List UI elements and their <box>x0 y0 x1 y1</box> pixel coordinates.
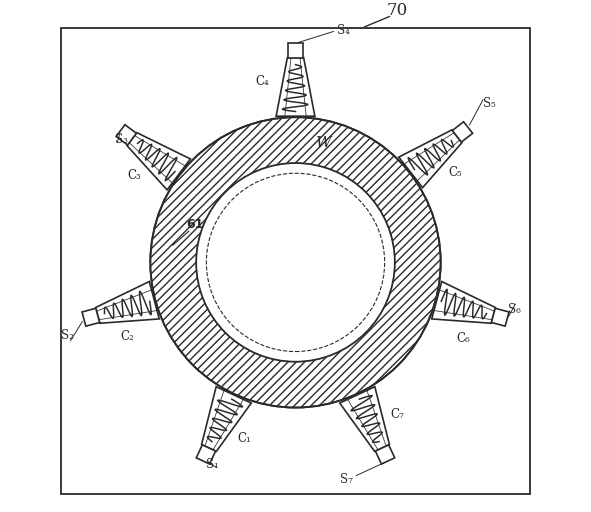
Text: S₄: S₄ <box>337 24 350 37</box>
Text: 61: 61 <box>186 218 203 231</box>
Text: S₂: S₂ <box>60 329 73 342</box>
Polygon shape <box>202 387 251 452</box>
Text: C₇: C₇ <box>391 409 404 421</box>
Circle shape <box>196 163 395 361</box>
Text: 70: 70 <box>387 2 408 19</box>
Text: C₅: C₅ <box>449 166 463 179</box>
Text: S₆: S₆ <box>508 303 521 315</box>
Polygon shape <box>399 130 462 187</box>
Polygon shape <box>127 133 190 190</box>
Polygon shape <box>96 282 160 323</box>
Polygon shape <box>116 125 137 145</box>
Text: C₆: C₆ <box>456 332 470 346</box>
Circle shape <box>150 117 441 408</box>
Polygon shape <box>82 308 100 326</box>
Text: C₂: C₂ <box>121 330 135 343</box>
Text: S₃: S₃ <box>115 133 128 146</box>
Polygon shape <box>196 445 216 464</box>
Polygon shape <box>431 282 495 323</box>
Polygon shape <box>288 44 303 58</box>
Polygon shape <box>276 58 315 116</box>
Text: S₅: S₅ <box>483 97 495 110</box>
Text: S₇: S₇ <box>340 474 353 486</box>
Text: W: W <box>316 136 332 150</box>
Text: S₁: S₁ <box>206 458 219 472</box>
Polygon shape <box>452 122 473 142</box>
Text: C₄: C₄ <box>255 75 269 88</box>
Polygon shape <box>340 387 389 452</box>
Text: C₁: C₁ <box>238 432 251 445</box>
Text: C₃: C₃ <box>127 169 141 182</box>
Polygon shape <box>375 445 395 464</box>
Polygon shape <box>491 308 509 326</box>
